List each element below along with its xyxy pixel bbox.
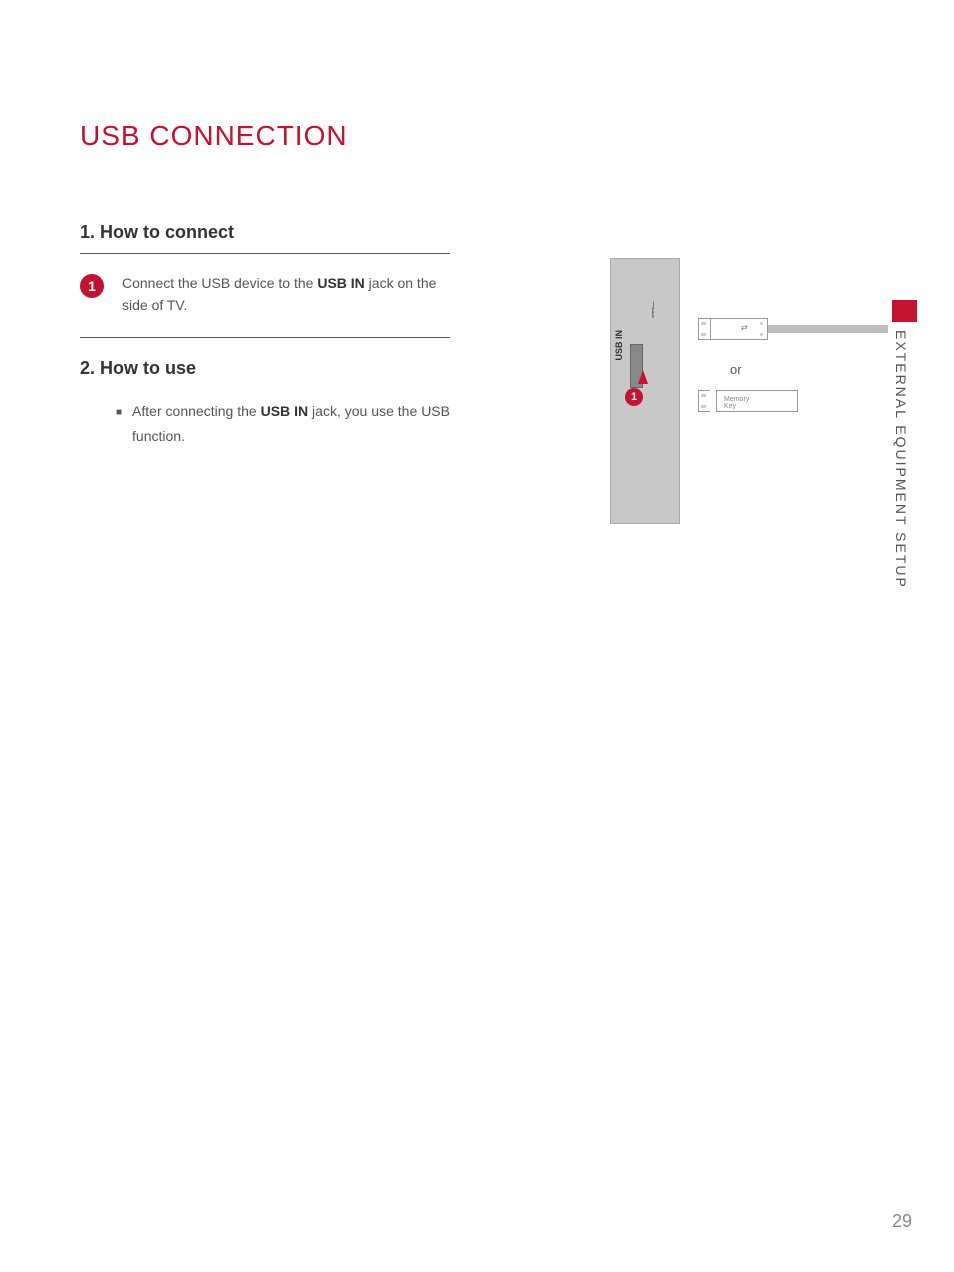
side-tab-bar bbox=[892, 300, 917, 322]
usb-port-label: USB IN bbox=[614, 330, 624, 361]
section-2-heading: 2. How to use bbox=[80, 358, 450, 389]
page-number: 29 bbox=[892, 1211, 912, 1232]
usb-plug-tip bbox=[698, 318, 710, 340]
step-1-text: Connect the USB device to the USB IN jac… bbox=[122, 272, 450, 317]
usb-icon: ⎓⎯ bbox=[644, 301, 661, 318]
bullet-bold: USB IN bbox=[261, 403, 309, 419]
side-tab-label: EXTERNAL EQUIPMENT SETUP bbox=[889, 330, 909, 589]
step-1-pre: Connect the USB device to the bbox=[122, 275, 317, 291]
section-2-bullet: ■ After connecting the USB IN jack, you … bbox=[80, 399, 450, 449]
diagram-marker-1: 1 bbox=[625, 388, 643, 406]
step-1: 1 Connect the USB device to the USB IN j… bbox=[80, 272, 450, 338]
memkey-tip bbox=[698, 390, 710, 412]
page-title: USB CONNECTION bbox=[80, 120, 884, 152]
usb-connection-diagram: USB IN ⎓⎯ 1 ⇄ or Memory Key bbox=[590, 258, 870, 538]
diagram-arrow-1 bbox=[638, 370, 648, 384]
section-1-heading: 1. How to connect bbox=[80, 222, 450, 254]
usb-plug-glyph: ⇄ bbox=[741, 323, 748, 332]
tv-side-panel bbox=[610, 258, 680, 524]
side-tab: EXTERNAL EQUIPMENT SETUP bbox=[889, 300, 919, 589]
bullet-icon: ■ bbox=[116, 404, 122, 449]
step-badge-1: 1 bbox=[80, 274, 104, 298]
usb-cable bbox=[768, 325, 888, 333]
diagram-or-label: or bbox=[730, 362, 742, 377]
step-1-bold: USB IN bbox=[317, 275, 364, 291]
usb-plug-body: ⇄ bbox=[710, 318, 768, 340]
memkey-label: Memory Key bbox=[724, 396, 749, 410]
bullet-pre: After connecting the bbox=[132, 403, 261, 419]
